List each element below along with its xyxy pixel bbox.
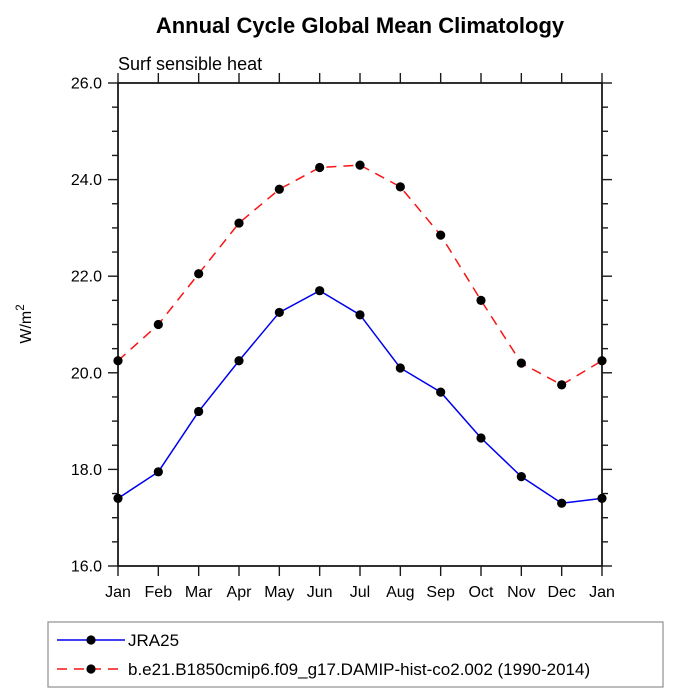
plot-area: Jan Feb Mar Apr May Jun Jul Aug Sep Oct Nov Dec Jan1… (71, 73, 615, 601)
plot-box (117, 82, 603, 567)
x-tick-label: Sep (426, 584, 455, 601)
legend-marker-icon (86, 664, 96, 674)
series-0-marker (516, 472, 526, 482)
series-0-marker (355, 310, 365, 320)
chart-subtitle: Surf sensible heat (118, 54, 262, 74)
x-tick-label: Feb (145, 584, 173, 601)
series-1-marker (234, 218, 244, 228)
series-0-marker (557, 498, 567, 508)
series-1-marker (476, 295, 486, 305)
legend-marker-icon (86, 635, 96, 645)
series-1-marker (395, 182, 405, 192)
x-tick-label: Aug (386, 584, 414, 601)
y-tick-label: 26.0 (71, 76, 102, 93)
y-tick-label: 24.0 (71, 172, 102, 189)
y-tick-label: 18.0 (71, 462, 102, 479)
x-tick-label: Mar (185, 584, 213, 601)
series-1-marker (194, 269, 204, 279)
series-1-marker (516, 358, 526, 368)
series-line-0 (117, 289, 603, 504)
y-axis-label: W/m2 (15, 304, 35, 343)
x-tick-label: May (264, 584, 294, 601)
series-1-marker (355, 160, 365, 170)
series-1-marker (153, 319, 163, 330)
series-1-marker (597, 356, 607, 366)
series-0-marker (194, 406, 204, 417)
series-0-marker (234, 356, 244, 366)
series-line-1 (117, 164, 603, 386)
series-0-marker (597, 493, 607, 503)
legend-label-model: b.e21.B1850cmip6.f09_g17.DAMIP-hist-co2.… (128, 660, 590, 679)
series-0-marker (476, 433, 486, 443)
series-1-marker (113, 356, 123, 366)
x-tick-label: Jan (105, 584, 131, 601)
series-0-marker (436, 387, 446, 397)
x-tick-label: Oct (469, 584, 494, 601)
x-tick-label: Jul (350, 584, 370, 601)
legend-box (47, 621, 664, 688)
series-1-marker (557, 380, 567, 390)
x-tick-label: Jan (589, 584, 615, 601)
x-tick-label: Nov (507, 584, 535, 601)
legend: JRA25 b.e21.B1850cmip6.f09_g17.DAMIP-his… (47, 621, 664, 688)
series-1-marker (274, 184, 284, 194)
x-tick-label: Dec (547, 584, 575, 601)
series-0-marker (153, 467, 163, 477)
chart-title: Annual Cycle Global Mean Climatology (156, 13, 565, 38)
series-0-marker (315, 286, 325, 296)
legend-label-jra25: JRA25 (128, 631, 179, 650)
y-tick-label: 16.0 (71, 559, 102, 576)
series-0-marker (395, 363, 405, 373)
x-tick-label: Apr (227, 584, 253, 601)
series-0-marker (113, 493, 123, 503)
series-0-marker (274, 307, 284, 318)
series-1-marker (315, 162, 325, 173)
y-tick-label: 22.0 (71, 269, 102, 286)
y-tick-label: 20.0 (71, 365, 102, 382)
series-1-marker (436, 230, 446, 240)
x-tick-label: Jun (307, 584, 333, 601)
